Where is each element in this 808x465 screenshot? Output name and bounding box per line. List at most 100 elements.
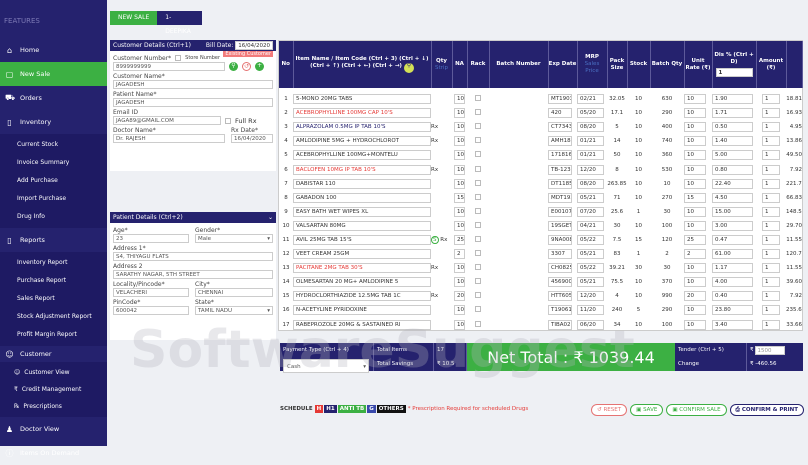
save-button[interactable]: ▣ SAVE xyxy=(630,404,664,416)
sidebar-item-add-purchase[interactable]: Add Purchase xyxy=(17,177,58,184)
qty-input[interactable]: 10 xyxy=(454,277,465,288)
sidebar-item-orders[interactable]: ⛟ Orders xyxy=(0,86,107,110)
na-checkbox[interactable] xyxy=(475,235,481,242)
unit-rate-input[interactable]: 22.40 xyxy=(712,178,753,189)
na-checkbox[interactable] xyxy=(475,179,481,186)
batch-qty-input[interactable]: 15 xyxy=(684,192,706,203)
discount-input[interactable]: 1 xyxy=(762,220,780,231)
batch-qty-input[interactable]: 10 xyxy=(684,305,706,316)
exp-date-input[interactable]: 01/21 xyxy=(577,136,604,147)
qty-input[interactable]: 10 xyxy=(454,94,465,105)
item-name-input[interactable]: ACEBROPHYLLINE 100MG+MONTELU xyxy=(293,150,431,161)
age-input[interactable]: 23 xyxy=(113,234,189,243)
batch-input[interactable]: 3307 xyxy=(548,249,572,260)
exp-date-input[interactable]: 01/21 xyxy=(577,150,604,161)
qty-input[interactable]: 10 xyxy=(454,206,465,217)
exp-date-input[interactable]: 08/20 xyxy=(577,178,604,189)
batch-input[interactable]: CH0825 xyxy=(548,263,572,274)
tender-input[interactable]: 1500 xyxy=(754,345,785,355)
sidebar-item-current-stock[interactable]: Current Stock xyxy=(17,141,59,148)
batch-input[interactable]: 9NA0080 xyxy=(548,234,572,245)
batch-input[interactable]: DT1185 xyxy=(548,178,572,189)
locality-input[interactable]: VELACHERI xyxy=(113,288,189,297)
na-checkbox[interactable] xyxy=(475,165,481,172)
exp-date-input[interactable]: 05/21 xyxy=(577,249,604,260)
search-icon[interactable]: ⚲ xyxy=(403,63,414,73)
batch-qty-input[interactable]: 20 xyxy=(684,291,706,302)
exp-date-input[interactable]: 04/21 xyxy=(577,220,604,231)
batch-input[interactable]: AMH18004 xyxy=(548,136,572,147)
sidebar-item-drug-info[interactable]: Drug Info xyxy=(17,213,45,220)
batch-qty-input[interactable]: 10 xyxy=(684,108,706,119)
batch-input[interactable]: TB-12303 xyxy=(548,164,572,175)
exp-date-input[interactable]: 12/20 xyxy=(577,291,604,302)
na-checkbox[interactable] xyxy=(475,109,481,116)
discount-input[interactable]: 1 xyxy=(762,291,780,302)
discount-input[interactable]: 1 xyxy=(762,94,780,105)
unit-rate-input[interactable]: 0.40 xyxy=(712,291,753,302)
qty-input[interactable]: 15 xyxy=(454,192,465,203)
exp-date-input[interactable]: 11/20 xyxy=(577,305,604,316)
exp-date-input[interactable]: 12/20 xyxy=(577,164,604,175)
patient-name-input[interactable]: JAGADESH xyxy=(113,98,273,107)
na-checkbox[interactable] xyxy=(475,221,481,228)
batch-qty-input[interactable]: 10 xyxy=(684,122,706,133)
batch-qty-input[interactable]: 10 xyxy=(684,94,706,105)
sidebar-item-customer[interactable]: ☺ Customer xyxy=(0,346,107,362)
unit-rate-input[interactable]: 3.00 xyxy=(712,220,753,231)
sidebar-item-stock-adjustment-report[interactable]: Stock Adjustment Report xyxy=(17,313,92,320)
reset-button[interactable]: ↺ RESET xyxy=(591,404,628,416)
qty-input[interactable]: 10 xyxy=(454,136,465,147)
unit-rate-input[interactable]: 4.00 xyxy=(712,277,753,288)
batch-qty-input[interactable]: 10 xyxy=(684,277,706,288)
city-input[interactable]: CHENNAI xyxy=(195,288,273,297)
sidebar-item-customer-view[interactable]: ☺ Customer View xyxy=(0,364,107,381)
address1-input[interactable]: S4, THIYAGU FLATS xyxy=(113,252,273,261)
add-customer-icon[interactable]: + xyxy=(255,62,264,71)
email-input[interactable]: JAGA89@GMAIL.COM xyxy=(113,116,221,125)
confirm-sale-button[interactable]: ▣ CONFIRM SALE xyxy=(666,404,727,416)
sidebar-item-profit-margin-report[interactable]: Profit Margin Report xyxy=(17,331,77,338)
discount-input[interactable]: 1 xyxy=(762,305,780,316)
item-name-input[interactable]: N-ACETYLINE PYRIDOXINE xyxy=(293,305,431,316)
discount-all-input[interactable]: 1 xyxy=(715,68,753,77)
unit-rate-input[interactable]: 0.80 xyxy=(712,164,753,175)
discount-input[interactable]: 1 xyxy=(762,249,780,260)
batch-input[interactable]: CT7343 xyxy=(548,122,572,133)
batch-qty-input[interactable]: 10 xyxy=(684,263,706,274)
item-name-input[interactable]: HYDROCLORTHIAZIDE 12.5MG TAB 1C xyxy=(293,291,431,302)
discount-input[interactable]: 1 xyxy=(762,136,780,147)
discount-input[interactable]: 1 xyxy=(762,206,780,217)
batch-qty-input[interactable]: 10 xyxy=(684,319,706,330)
sidebar-item-prescriptions[interactable]: ℞ Prescriptions xyxy=(0,398,107,415)
na-checkbox[interactable] xyxy=(475,292,481,299)
unit-rate-input[interactable]: 0.47 xyxy=(712,234,753,245)
gender-select[interactable]: Male ▾ xyxy=(195,234,273,243)
na-checkbox[interactable] xyxy=(475,306,481,313)
exp-date-input[interactable]: 05/22 xyxy=(577,263,604,274)
batch-input[interactable]: E001078 xyxy=(548,206,572,217)
batch-qty-input[interactable]: 10 xyxy=(684,178,706,189)
sidebar-item-inventory[interactable]: ▯ Inventory xyxy=(0,110,107,134)
unit-rate-input[interactable]: 1.90 xyxy=(712,94,753,105)
search-icon[interactable]: ⚲ xyxy=(229,62,238,71)
sidebar-item-doctor-view[interactable]: ♟ Doctor View xyxy=(0,417,107,441)
qty-input[interactable]: 10 xyxy=(454,164,465,175)
sidebar-item-new-sale[interactable]: ▢ New Sale xyxy=(0,62,107,86)
item-name-input[interactable]: DABISTAR 110 xyxy=(293,178,431,189)
item-name-input[interactable]: EASY BATH WET WIPES XL xyxy=(293,206,431,217)
doctor-name-input[interactable]: Dr. RAJESH xyxy=(113,134,225,143)
sidebar-item-reports[interactable]: ▯ Reports xyxy=(0,228,107,252)
na-checkbox[interactable] xyxy=(475,278,481,285)
unit-rate-input[interactable]: 5.00 xyxy=(712,150,753,161)
qty-input[interactable]: 10 xyxy=(454,122,465,133)
qty-input[interactable]: 25 xyxy=(454,234,465,245)
exp-date-input[interactable]: 08/20 xyxy=(577,122,604,133)
batch-qty-input[interactable]: 2 xyxy=(684,249,706,260)
qty-input[interactable]: 10 xyxy=(454,150,465,161)
batch-input[interactable]: 19SGET021 xyxy=(548,220,572,231)
item-name-input[interactable]: ACEBROPHYLLINE 100MG CAP 10'S xyxy=(293,108,431,119)
na-checkbox[interactable] xyxy=(475,151,481,158)
batch-qty-input[interactable]: 25 xyxy=(684,234,706,245)
sidebar-item-purchase-report[interactable]: Purchase Report xyxy=(17,277,67,284)
